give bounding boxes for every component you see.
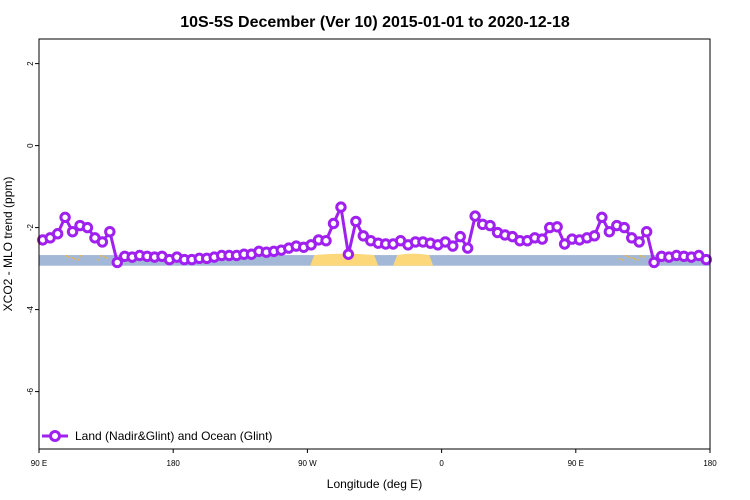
- y-tick-label: 2: [26, 61, 35, 66]
- data-point: [320, 235, 332, 247]
- data-point: [484, 219, 496, 232]
- data-point: [618, 221, 630, 234]
- land-speck: [77, 259, 80, 261]
- legend-label: Land (Nadir&Glint) and Ocean (Glint): [75, 429, 272, 443]
- land-speck: [624, 255, 627, 257]
- x-tick-label: 0: [439, 459, 444, 468]
- x-tick-label: 90 E: [31, 459, 47, 468]
- data-point: [469, 210, 481, 222]
- land-speck: [74, 258, 77, 260]
- chart-title: 10S-5S December (Ver 10) 2015-01-01 to 2…: [180, 14, 570, 31]
- data-point: [111, 256, 123, 269]
- data-point: [447, 240, 459, 252]
- land-speck: [102, 256, 105, 258]
- data-point: [59, 211, 71, 224]
- land-speck: [630, 257, 633, 259]
- land-speck: [627, 256, 630, 258]
- land-speck: [618, 258, 621, 260]
- data-point: [648, 256, 660, 269]
- data-point: [603, 226, 616, 238]
- y-axis: 2 0 -2 -4 -6: [26, 61, 39, 395]
- land-speck: [636, 259, 639, 261]
- data-point: [700, 253, 712, 266]
- data-point: [327, 217, 340, 230]
- data-point: [558, 238, 571, 250]
- data-point: [536, 233, 548, 245]
- data-point: [104, 226, 116, 238]
- legend-marker: [49, 430, 61, 442]
- land-speck: [99, 255, 102, 257]
- y-axis-label: XCO2 - MLO trend (ppm): [1, 177, 15, 312]
- x-tick-label: 90 W: [298, 459, 317, 468]
- data-point: [454, 230, 466, 243]
- y-tick-label: 0: [26, 143, 35, 148]
- data-point: [461, 242, 474, 254]
- land-speck: [80, 255, 83, 257]
- data-point: [51, 228, 64, 240]
- land-speck: [71, 257, 74, 259]
- data-point: [66, 226, 79, 238]
- data-point: [640, 226, 653, 238]
- data-point: [551, 221, 563, 233]
- series-layer: [37, 201, 712, 269]
- legend: Land (Nadir&Glint) and Ocean (Glint): [42, 429, 272, 443]
- x-axis-label: Longitude (deg E): [327, 477, 422, 491]
- data-point: [357, 230, 370, 242]
- x-tick-label: 180: [703, 459, 717, 468]
- land-band-segment: [310, 253, 379, 266]
- land-speck: [68, 256, 71, 258]
- data-point: [588, 230, 601, 242]
- land-speck: [96, 259, 99, 261]
- x-tick-label: 90 E: [568, 459, 584, 468]
- data-point: [342, 248, 355, 260]
- x-tick-label: 180: [167, 459, 181, 468]
- y-tick-label: -4: [26, 305, 35, 313]
- plot-frame: [38, 38, 711, 450]
- data-point: [305, 239, 317, 251]
- land-speck: [642, 256, 645, 258]
- x-axis: 90 E 180 90 W 0 90 E 180: [31, 449, 717, 468]
- data-point: [596, 211, 608, 224]
- land-speck: [105, 257, 108, 259]
- land-speck: [65, 255, 68, 257]
- land-speck: [621, 259, 624, 261]
- data-point: [81, 221, 94, 234]
- y-tick-label: -2: [26, 223, 35, 231]
- land-speck: [639, 255, 642, 257]
- land-band-segment: [393, 253, 434, 266]
- y-tick-label: -6: [26, 387, 35, 395]
- data-point: [633, 236, 645, 248]
- data-point: [96, 236, 109, 248]
- land-speck: [633, 258, 636, 260]
- data-point: [350, 215, 362, 228]
- data-point: [335, 201, 347, 213]
